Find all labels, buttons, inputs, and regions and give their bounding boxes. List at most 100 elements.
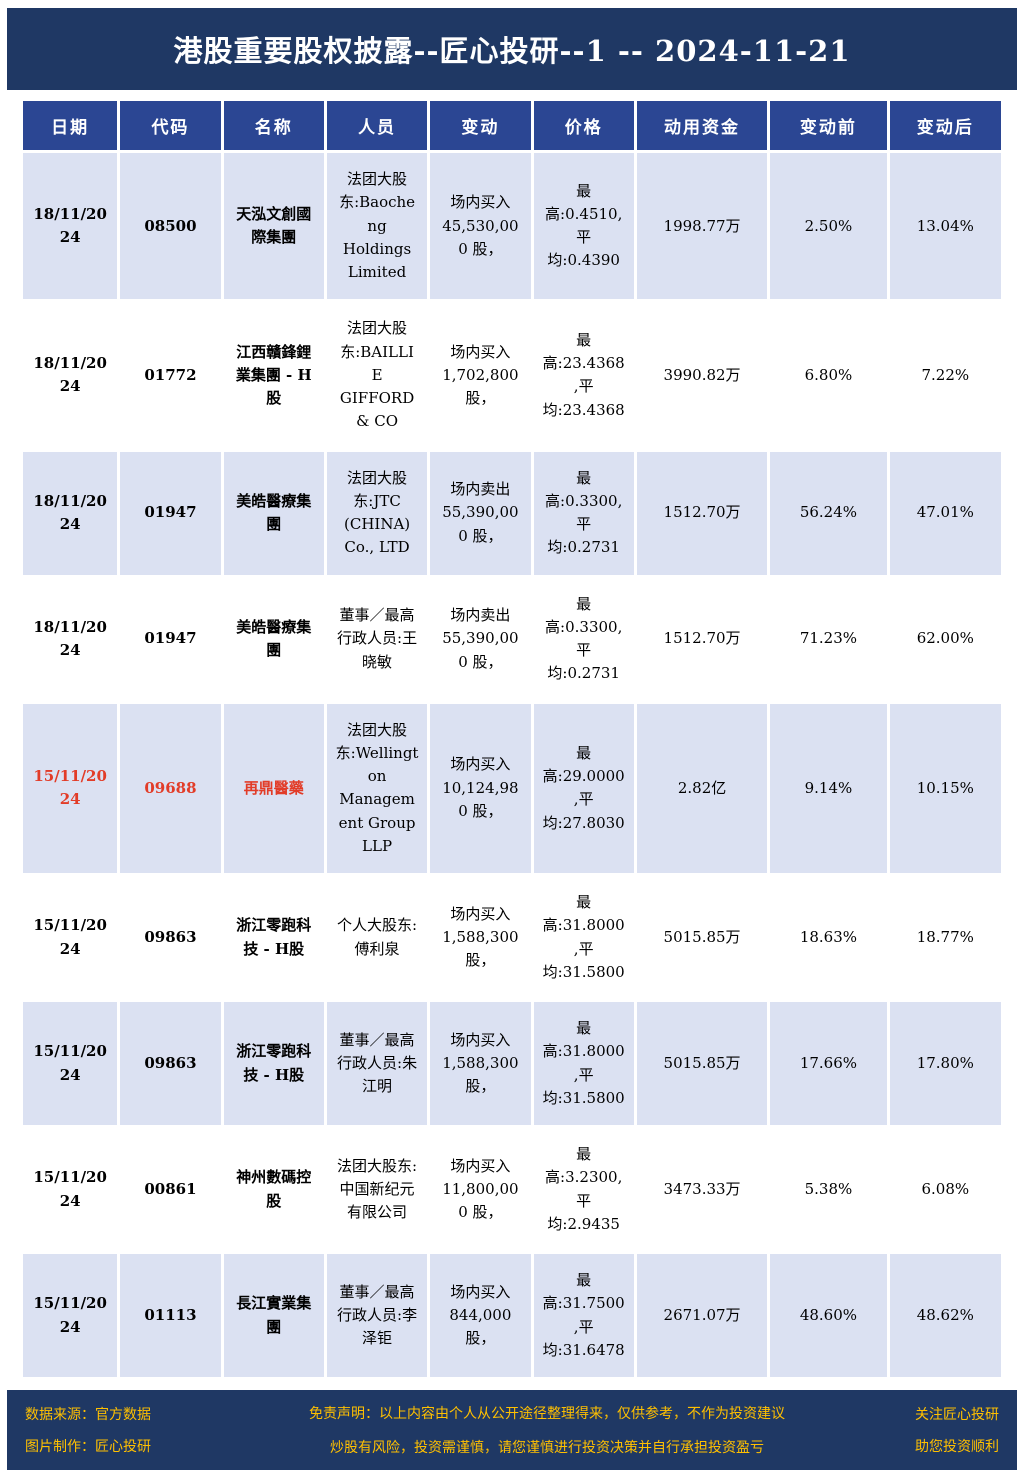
cell-person: 法团大股东:Wellington Management Group LLP [326,703,428,873]
column-header-before: 变动前 [770,101,887,150]
table-row: 18/11/2024 01772 江西贛鋒鋰業集團 - H股 法团大股东:BAILLI… [23,302,1001,449]
cell-change: 场内卖出 55,390,000 股， [430,451,531,575]
footer-follow-block: 关注匠心投研 助您投资顺利 [854,1404,999,1456]
table-body: 18/11/2024 08500 天泓文創國際集團 法团大股东:Baocheng Ho… [23,153,1001,1377]
table-container: 日期 代码 名称 人员 变动 价格 动用资金 变动前 变动后 18/11/2024 08500 天泓… [20,98,1004,1380]
cell-name: 長江實業集團 [223,1254,324,1377]
cell-price: 最高:3.2300,平均:2.9435 [533,1128,634,1251]
footer-image-credit: 图片制作：匠心投研 [25,1439,151,1455]
disclosure-table: 日期 代码 名称 人员 变动 价格 动用资金 变动前 变动后 18/11/2024 08500 天泓… [20,98,1004,1380]
table-row: 15/11/2024 09688 再鼎醫藥 法团大股东:Wellington Mana… [23,703,1001,873]
column-header-name: 名称 [223,101,324,150]
cell-name: 美皓醫療集團 [223,451,324,575]
cell-before: 56.24% [770,451,887,575]
cell-code: 01113 [120,1254,221,1377]
cell-price: 最高:31.8000,平均:31.5800 [533,876,634,999]
cell-date: 15/11/2024 [23,703,118,873]
cell-code: 09863 [120,1002,221,1125]
cell-change: 场内买入 11,800,000 股， [430,1128,531,1251]
footer-source-block: 数据来源：官方数据 图片制作：匠心投研 [25,1404,240,1456]
cell-code: 00861 [120,1128,221,1251]
cell-before: 48.60% [770,1254,887,1377]
cell-after: 18.77% [889,876,1001,999]
cell-person: 法团大股东:BAILLIE GIFFORD & CO [326,302,428,449]
table-row: 18/11/2024 01947 美皓醫療集團 董事／最高行政人员:王晓敏 场内卖出 5… [23,577,1001,701]
cell-after: 62.00% [889,577,1001,701]
cell-price: 最高:0.3300,平均:0.2731 [533,451,634,575]
cell-change: 场内买入 1,588,300 股， [430,1002,531,1125]
column-header-date: 日期 [23,101,118,150]
cell-before: 17.66% [770,1002,887,1125]
cell-change: 场内买入 10,124,980 股， [430,703,531,873]
cell-person: 董事／最高行政人员:王晓敏 [326,577,428,701]
cell-funds: 3473.33万 [636,1128,768,1251]
cell-after: 13.04% [889,153,1001,300]
cell-funds: 1512.70万 [636,451,768,575]
cell-change: 场内买入 1,588,300 股， [430,876,531,999]
cell-after: 47.01% [889,451,1001,575]
cell-person: 法团大股东:Baocheng Holdings Limited [326,153,428,300]
cell-funds: 3990.82万 [636,302,768,449]
table-header-row: 日期 代码 名称 人员 变动 价格 动用资金 变动前 变动后 [23,101,1001,150]
cell-code: 01947 [120,577,221,701]
cell-funds: 1998.77万 [636,153,768,300]
table-row: 18/11/2024 08500 天泓文創國際集團 法团大股东:Baocheng Ho… [23,153,1001,300]
cell-person: 个人大股东:傅利泉 [326,876,428,999]
column-header-code: 代码 [120,101,221,150]
table-row: 15/11/2024 09863 浙江零跑科技 - H股 董事／最高行政人员:朱江明场… [23,1002,1001,1125]
table-row: 15/11/2024 00861 神州數碼控股 法团大股东:中国新纪元有限公司 场内买入… [23,1128,1001,1251]
table-row: 15/11/2024 09863 浙江零跑科技 - H股 个人大股东:傅利泉 场内买入 … [23,876,1001,999]
cell-after: 10.15% [889,703,1001,873]
cell-change: 场内买入 844,000 股， [430,1254,531,1377]
table-row: 15/11/2024 01113 長江實業集團 董事／最高行政人员:李泽钜 场内买入 8… [23,1254,1001,1377]
cell-funds: 5015.85万 [636,876,768,999]
cell-before: 6.80% [770,302,887,449]
cell-after: 48.62% [889,1254,1001,1377]
cell-before: 2.50% [770,153,887,300]
cell-before: 9.14% [770,703,887,873]
cell-date: 18/11/2024 [23,577,118,701]
cell-name: 再鼎醫藥 [223,703,324,873]
cell-price: 最高:29.0000,平均:27.8030 [533,703,634,873]
cell-name: 神州數碼控股 [223,1128,324,1251]
cell-after: 17.80% [889,1002,1001,1125]
footer-wish: 助您投资顺利 [915,1439,999,1455]
cell-funds: 5015.85万 [636,1002,768,1125]
title-bar: 港股重要股权披露--匠心投研--1 -- 2024-11-21 [7,8,1017,90]
cell-date: 15/11/2024 [23,1128,118,1251]
cell-price: 最高:0.3300,平均:0.2731 [533,577,634,701]
column-header-after: 变动后 [889,101,1001,150]
footer-disclaimer-line2: 炒股有风险，投资需谨慎，请您谨慎进行投资决策并自行承担投资盈亏 [330,1440,764,1456]
cell-before: 5.38% [770,1128,887,1251]
cell-code: 09863 [120,876,221,999]
table-row: 18/11/2024 01947 美皓醫療集團 法团大股东:JTC (CHINA) C… [23,451,1001,575]
cell-code: 01947 [120,451,221,575]
cell-date: 15/11/2024 [23,1254,118,1377]
cell-name: 江西贛鋒鋰業集團 - H股 [223,302,324,449]
cell-date: 18/11/2024 [23,451,118,575]
cell-code: 01772 [120,302,221,449]
cell-funds: 1512.70万 [636,577,768,701]
cell-price: 最高:0.4510,平均:0.4390 [533,153,634,300]
cell-name: 浙江零跑科技 - H股 [223,1002,324,1125]
cell-person: 法团大股东:中国新纪元有限公司 [326,1128,428,1251]
cell-change: 场内买入 1,702,800 股， [430,302,531,449]
cell-change: 场内买入 45,530,000 股， [430,153,531,300]
cell-before: 18.63% [770,876,887,999]
page-title: 港股重要股权披露--匠心投研--1 -- 2024-11-21 [173,34,851,68]
cell-after: 7.22% [889,302,1001,449]
cell-price: 最高:23.4368,平均:23.4368 [533,302,634,449]
cell-name: 浙江零跑科技 - H股 [223,876,324,999]
cell-person: 董事／最高行政人员:朱江明 [326,1002,428,1125]
column-header-change: 变动 [430,101,531,150]
footer-data-source: 数据来源：官方数据 [25,1407,151,1423]
cell-change: 场内卖出 55,390,000 股， [430,577,531,701]
cell-person: 董事／最高行政人员:李泽钜 [326,1254,428,1377]
cell-funds: 2.82亿 [636,703,768,873]
cell-date: 18/11/2024 [23,153,118,300]
cell-date: 15/11/2024 [23,876,118,999]
footer-disclaimer-line1: 免责声明：以上内容由个人从公开途径整理得来，仅供参考，不作为投资建议 [309,1406,785,1422]
cell-price: 最高:31.7500,平均:31.6478 [533,1254,634,1377]
cell-person: 法团大股东:JTC (CHINA) Co., LTD [326,451,428,575]
column-header-funds: 动用资金 [636,101,768,150]
